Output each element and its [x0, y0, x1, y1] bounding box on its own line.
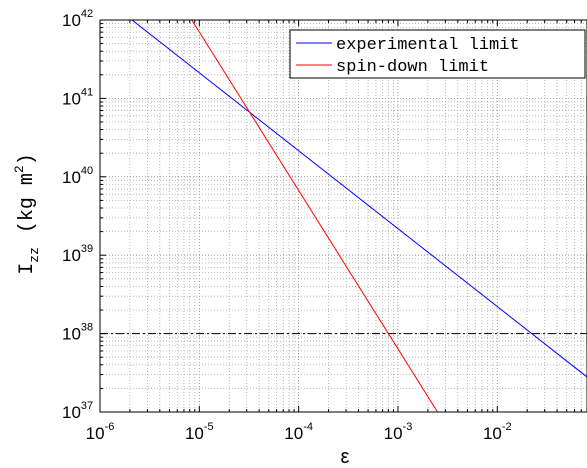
y-tick-label-exp: 38 — [81, 322, 93, 334]
y-tick-label-base: 10 — [62, 89, 81, 108]
y-tick-label-base: 10 — [62, 325, 81, 344]
legend: experimental limit spin-down limit — [289, 29, 586, 79]
series-line-spin-down — [191, 20, 438, 412]
y-axis-label-base: I — [16, 263, 39, 275]
x-tick-label: 10-5 — [185, 421, 214, 443]
y-axis-label: Izz (kg m2) — [12, 153, 42, 274]
y-tick-label: 1041 — [62, 86, 93, 108]
x-tick-label-base: 10 — [284, 424, 303, 443]
x-tick-labels: 10-6 10-5 10-4 10-3 10-2 — [86, 421, 512, 443]
legend-box — [289, 29, 586, 79]
y-axis-label-subscript: zz — [27, 247, 42, 263]
grid — [99, 19, 587, 413]
tick-marks — [99, 19, 587, 413]
x-tick-label: 10-6 — [86, 421, 115, 443]
y-tick-label-base: 10 — [62, 403, 81, 422]
legend-label-spin-down: spin-down limit — [336, 58, 489, 77]
y-axis-label-units-exp: 2 — [12, 165, 27, 173]
x-axis-label: ε — [341, 446, 350, 468]
x-tick-label-base: 10 — [384, 424, 403, 443]
x-tick-label: 10-3 — [384, 421, 413, 443]
x-tick-label-exp: -2 — [502, 421, 512, 433]
y-tick-label: 1037 — [62, 400, 93, 422]
y-axis-label-units: (kg m — [16, 173, 39, 233]
y-tick-label: 1038 — [62, 322, 93, 344]
x-tick-label-base: 10 — [185, 424, 204, 443]
x-tick-label: 10-4 — [284, 421, 313, 443]
y-axis-label-units-close: ) — [16, 153, 39, 165]
plot-frame — [99, 19, 587, 413]
y-tick-label-exp: 37 — [81, 400, 93, 412]
x-tick-label-exp: -5 — [204, 421, 214, 433]
y-tick-label-base: 10 — [62, 246, 81, 265]
y-tick-label-exp: 42 — [81, 8, 93, 20]
y-tick-label-base: 10 — [62, 168, 81, 187]
series-line-experimental — [131, 20, 587, 378]
y-tick-label: 1042 — [62, 8, 93, 30]
y-tick-label: 1039 — [62, 243, 93, 265]
y-tick-label-exp: 39 — [81, 243, 93, 255]
y-tick-label-exp: 40 — [81, 165, 93, 177]
x-tick-label-base: 10 — [86, 424, 105, 443]
series-lines — [100, 20, 587, 412]
x-tick-label-exp: -3 — [403, 421, 413, 433]
y-tick-label-base: 10 — [62, 11, 81, 30]
x-tick-label-exp: -4 — [303, 421, 313, 433]
x-tick-label-base: 10 — [483, 424, 502, 443]
legend-label-experimental: experimental limit — [336, 36, 520, 55]
y-tick-label-exp: 41 — [81, 86, 93, 98]
x-tick-label-exp: -6 — [105, 421, 115, 433]
x-tick-label: 10-2 — [483, 421, 512, 443]
y-tick-label: 1040 — [62, 165, 93, 187]
